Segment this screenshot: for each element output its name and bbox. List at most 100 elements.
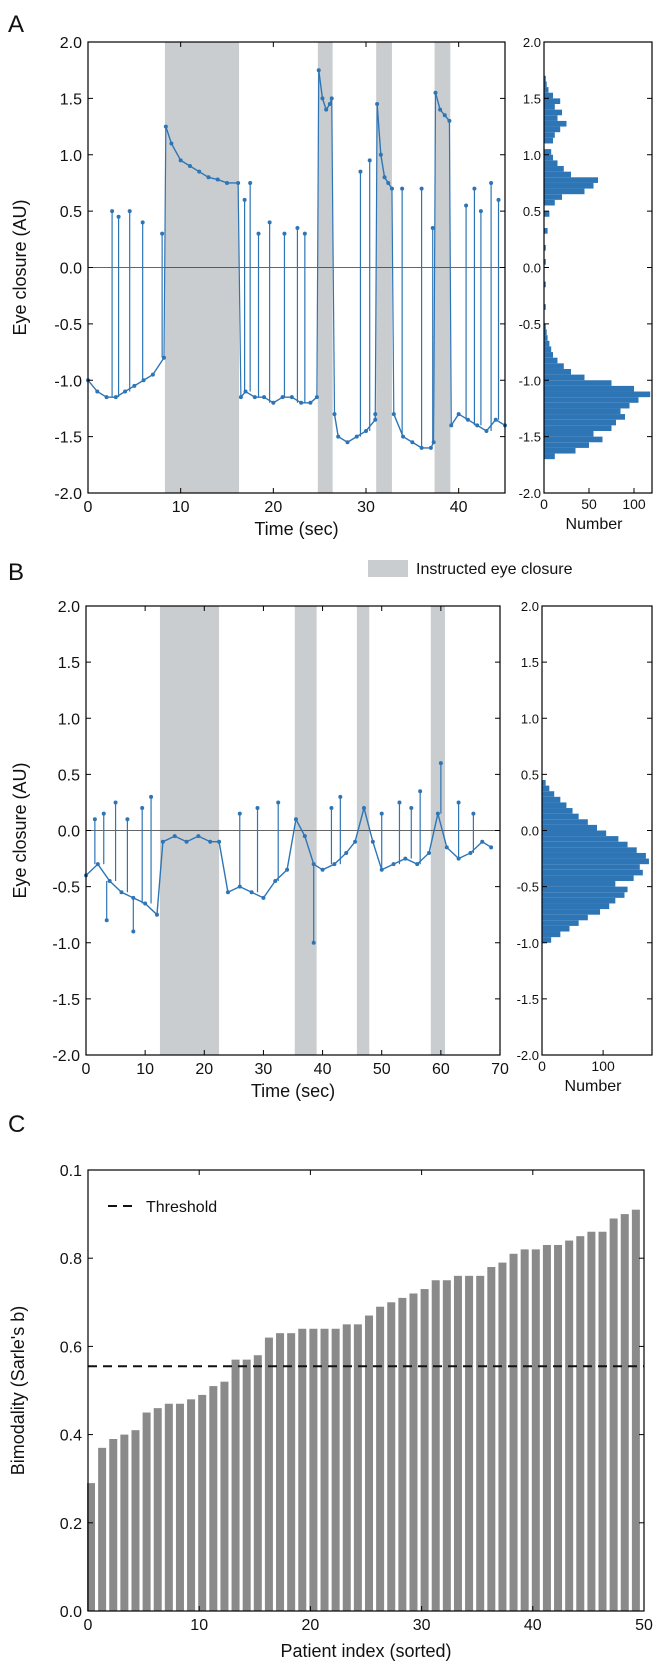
a-time-series-point [289,395,294,400]
a-time-series-line [240,390,318,404]
a-hist-bin [544,391,651,398]
b-hist-ytick-label: 0.0 [521,824,539,839]
b-time-spike-point [379,811,384,816]
a-time-ytick-label: -1.5 [54,430,82,447]
panel-c-bar [264,1337,273,1611]
panel-c-xtick-label: 10 [190,1617,208,1634]
b-hist-ytick-label: 2.0 [521,599,539,614]
a-time-series-transition [331,98,336,415]
a-time-series-point [252,395,257,400]
b-time-spike-point [397,800,402,805]
a-time-series-transition [391,188,395,415]
a-time-series-point [410,440,415,445]
panel-c-bar [565,1240,574,1611]
a-time-series-point [327,102,332,107]
a-time-series-point [271,400,276,405]
a-hist-bin [544,81,547,88]
a-time-series-point [364,428,368,433]
a-time-spike-point [430,226,435,231]
a-hist-bin [544,120,567,127]
b-time-series-point [353,839,358,844]
a-time-series-transition [433,92,437,443]
a-hist-bin [544,425,612,431]
panel-c-bar [465,1275,474,1611]
b-time-spike-point [255,806,260,811]
a-time-ylabel: Eye closure (AU) [10,199,30,335]
a-time-spike-point [496,197,501,202]
a-time-spike-point [400,186,405,191]
a-time-series-point [493,417,498,422]
a-time-series-point [438,107,443,112]
a-time-spike-point [242,197,247,202]
b-hist-bin [542,791,555,797]
b-time-series-point [172,834,177,839]
b-hist-ytick-label: 1.5 [521,655,539,670]
a-time-ytick-label: 1.0 [60,148,82,165]
panel-c-bar [131,1430,140,1611]
a-hist-bin [544,177,598,183]
b-time-series-point [293,817,298,822]
panel-c-bar [498,1262,507,1611]
a-hist-bin [544,98,561,105]
panel-c-bar [576,1236,585,1611]
panel-c-bar [153,1408,162,1611]
b-time-xlabel: Time (sec) [251,1081,335,1101]
b-hist-xtick-label: 100 [591,1058,615,1074]
a-time-series-point [391,412,396,417]
a-hist-bin [544,126,561,133]
a-time-series-line [450,413,506,432]
a-time-spike-point [302,231,307,236]
panel-c-bar [220,1381,229,1611]
a-time-ytick-label: 1.5 [60,91,82,108]
a-hist-bin [544,419,616,426]
a-time-series-point [187,164,192,169]
b-time-ytick-label: -1.5 [52,992,80,1009]
a-time-series-point [225,180,229,185]
b-hist-ytick-label: -2.0 [517,1048,539,1063]
panel-c-bar [287,1333,296,1611]
a-hist-bin [544,244,546,251]
b-time-xtick-label: 40 [314,1061,332,1078]
a-hist-bin [544,171,571,178]
b-time-series-line [85,805,492,917]
b-hist-bin [542,892,625,898]
a-hist-bin [544,335,548,341]
panel-c-bar [98,1447,107,1611]
panel-a-timeseries: -2.0 -1.5 -1.0 -0.5 0.0 0.5 1.0 1.5 2.0 0 10 20 30 40… [10,35,507,539]
a-time-series-point [475,423,480,428]
a-hist-ytick-label: 1.5 [523,91,541,106]
panel-c-bar [453,1275,462,1611]
b-time-spike-point [113,800,118,805]
panel-c-xtick-label: 0 [84,1617,93,1634]
a-hist-bin [544,92,553,99]
a-hist-bin [544,259,546,265]
a-hist-ytick-label: 1.0 [523,148,541,163]
panel-c-bar [376,1306,385,1611]
a-time-spike-point [419,186,424,191]
b-time-ytick-label: 0.0 [58,824,80,841]
b-hist-bin [542,869,643,876]
b-time-series-point [273,879,278,884]
b-time-spike-point [237,811,242,816]
a-time-series-point [465,417,470,422]
a-time-series-point [215,177,220,182]
b-time-spike-point [471,811,476,816]
b-hist-bin [542,808,573,814]
b-time-series-point [320,867,325,872]
a-hist-bin [544,397,639,403]
panel-c-bar [198,1394,207,1611]
b-hist-bin [542,847,637,853]
b-time-series-point [435,811,440,816]
panel-c-bar [231,1359,240,1611]
a-hist-bin [544,87,549,93]
b-hist-bin [542,875,634,882]
a-hist-bin [544,368,571,375]
panel-b-timeseries: -2.0 -1.5 -1.0 -0.5 0.0 0.5 1.0 1.5 2.0 0 10 20 30 40… [10,599,509,1101]
a-time-series-point [169,141,174,146]
a-hist-bin [544,442,589,448]
b-hist-bin [542,909,601,915]
b-time-ytick-label: 0.5 [58,767,80,784]
b-hist-ytick-label: 1.0 [521,711,539,726]
b-time-xtick-label: 60 [432,1061,450,1078]
a-time-ytick-label: 0.5 [60,204,82,221]
